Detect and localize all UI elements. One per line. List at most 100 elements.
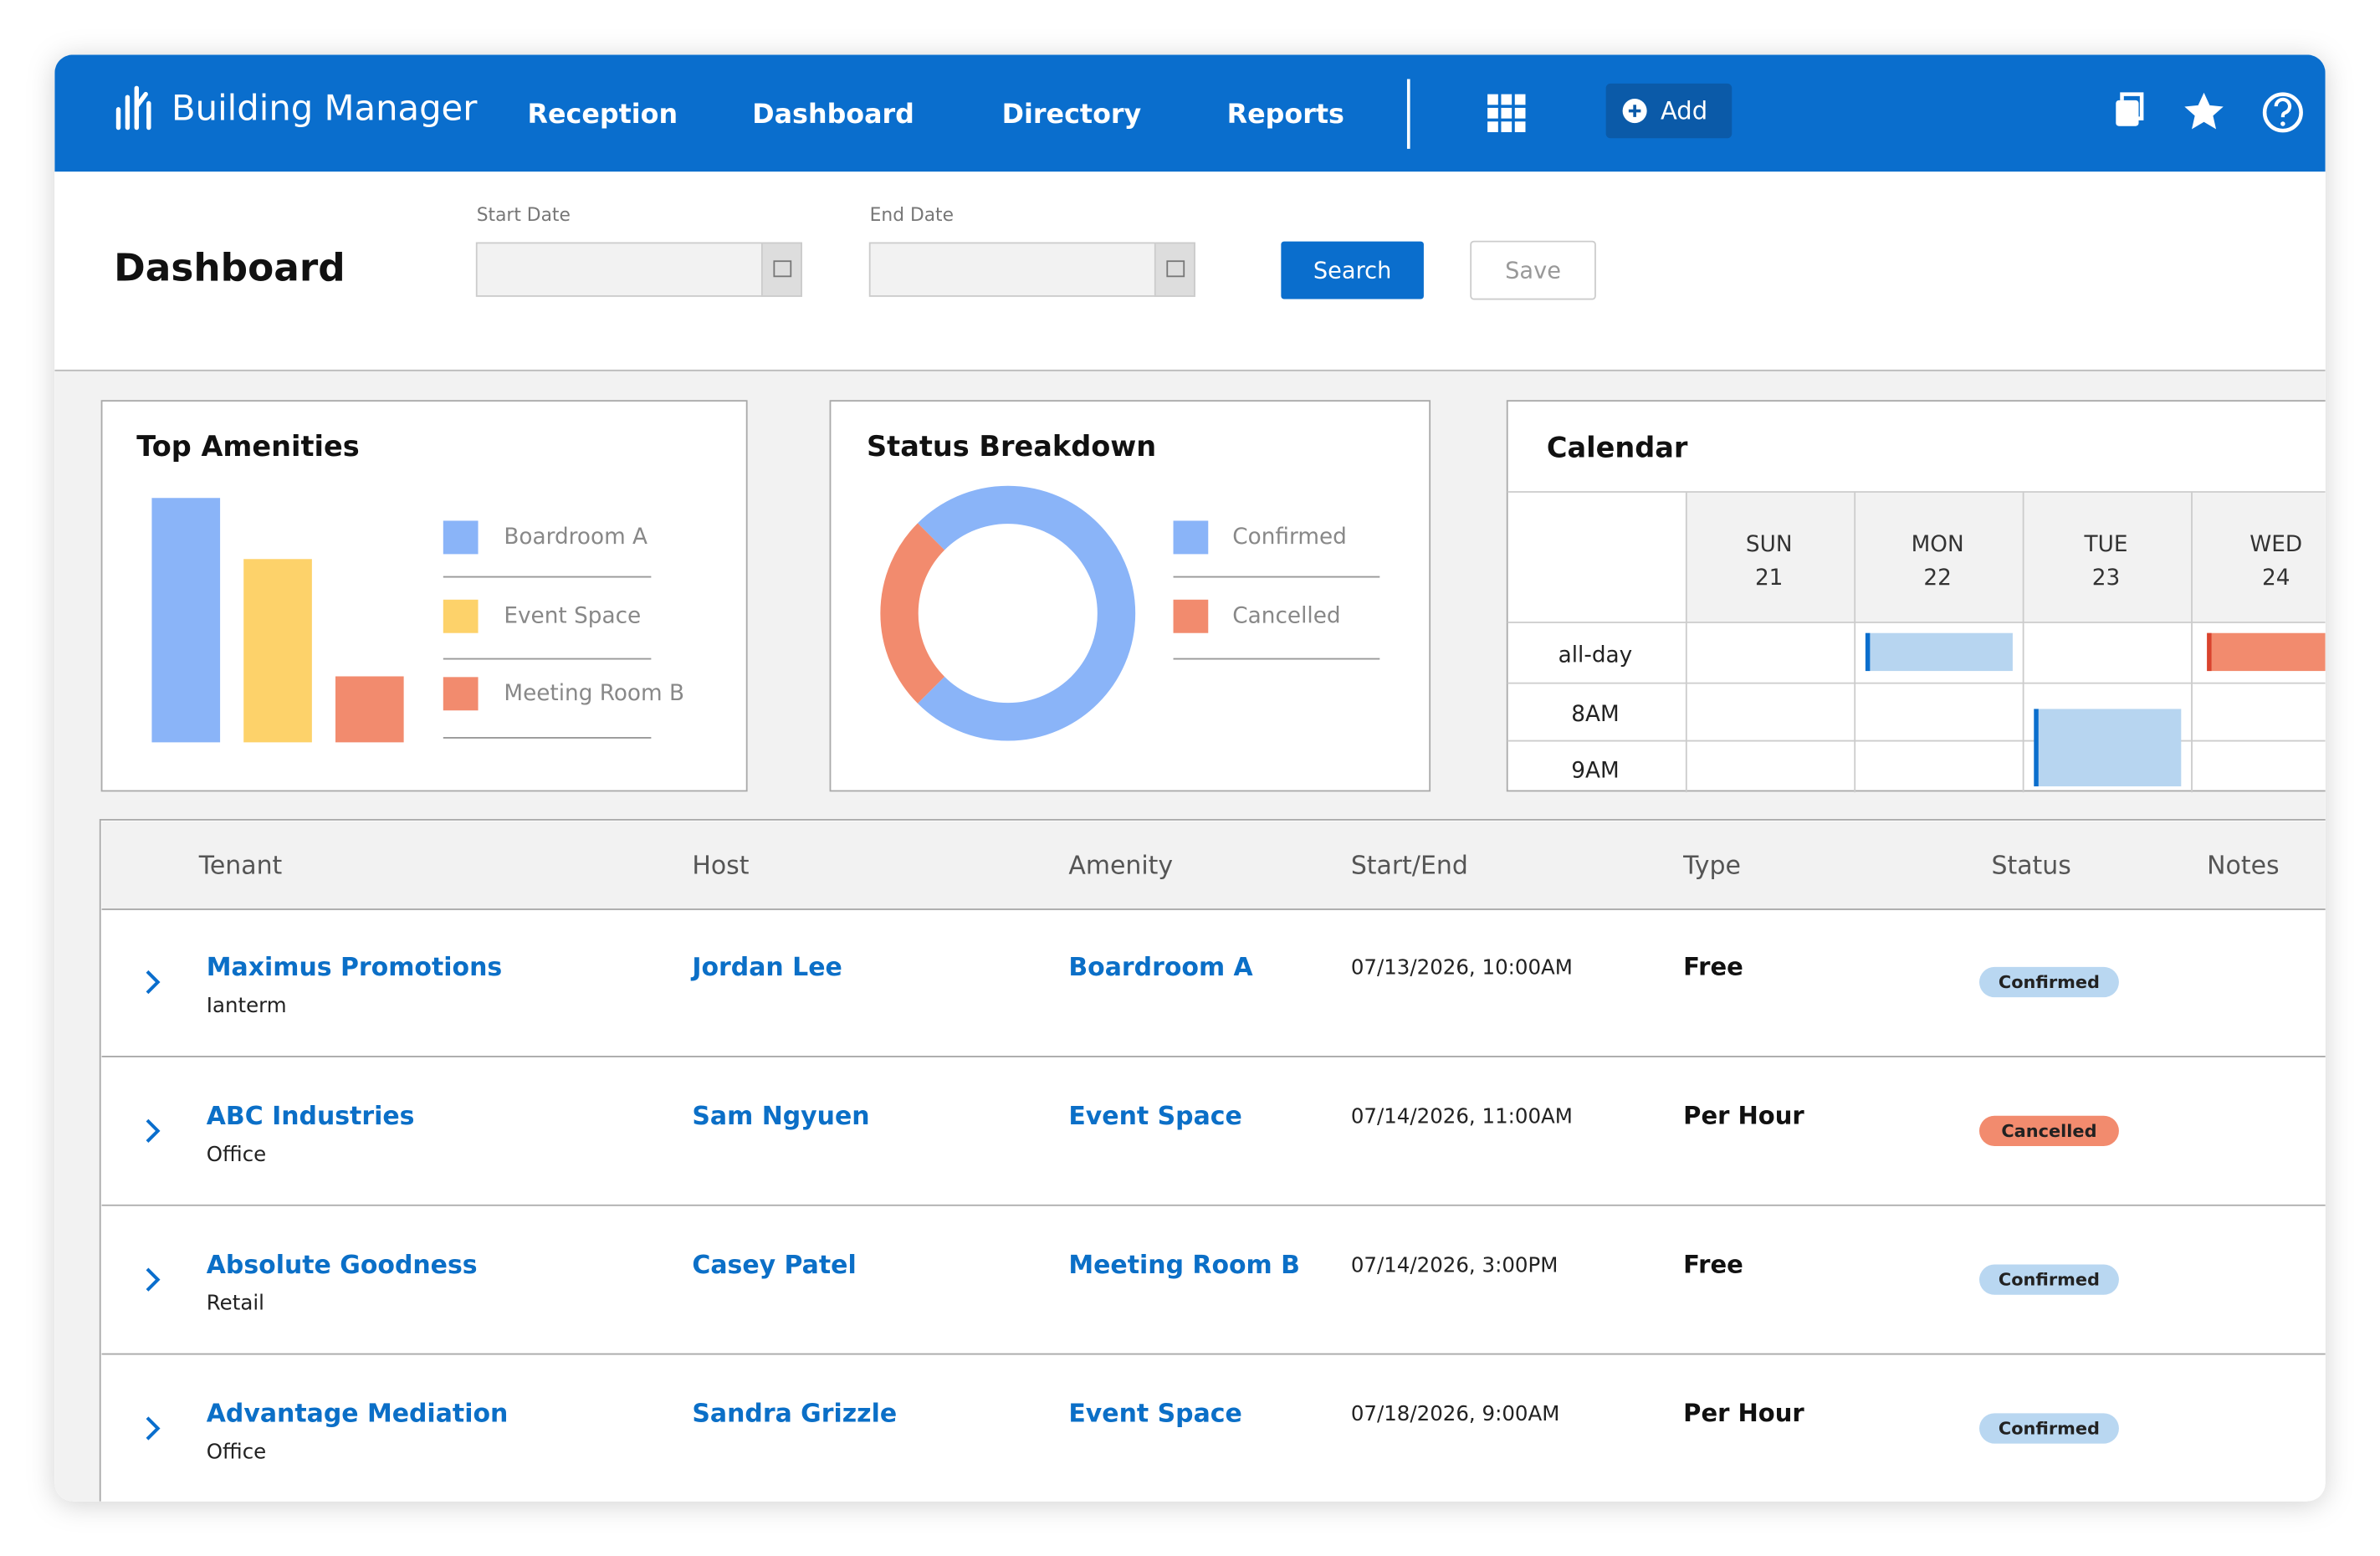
host-link[interactable]: Jordan Lee bbox=[690, 953, 842, 982]
day-date: 24 bbox=[2262, 566, 2290, 591]
column-header: Type bbox=[1682, 852, 1741, 881]
tenant-type: Ianterm bbox=[207, 993, 287, 1017]
start-time: 07/14/2026, 3:00PM bbox=[1351, 1252, 1559, 1277]
search-button[interactable] bbox=[1281, 241, 1424, 299]
status-label: Confirmed bbox=[1999, 972, 2100, 992]
brand-name: Building Manager bbox=[171, 88, 478, 129]
legend-label: Event Space bbox=[504, 603, 641, 628]
legend-label: Meeting Room B bbox=[504, 681, 684, 706]
tenant-link[interactable]: Absolute Goodness bbox=[207, 1251, 478, 1280]
nav-link[interactable]: Dashboard bbox=[752, 100, 914, 130]
event-edge bbox=[1865, 632, 1871, 672]
search-label[interactable]: Search bbox=[1313, 258, 1391, 284]
amenity-link[interactable]: Event Space bbox=[1068, 1400, 1241, 1429]
day-date: 22 bbox=[1923, 566, 1951, 591]
legend-label: Confirmed bbox=[1232, 525, 1347, 550]
amenity-link[interactable]: Event Space bbox=[1068, 1102, 1241, 1131]
time-label: 9AM bbox=[1571, 758, 1619, 783]
start-time: 07/18/2026, 9:00AM bbox=[1351, 1401, 1560, 1425]
legend-swatch bbox=[443, 599, 479, 633]
add-label[interactable]: Add bbox=[1661, 96, 1707, 125]
status-badge bbox=[1978, 1115, 2119, 1146]
expand-chevron[interactable] bbox=[146, 1267, 161, 1292]
add-icon-plus bbox=[1628, 105, 1641, 117]
save-label[interactable]: Save bbox=[1505, 258, 1561, 284]
column-header: Notes bbox=[2207, 852, 2279, 881]
booking-type: Per Hour bbox=[1683, 1399, 1804, 1427]
legend-swatch bbox=[443, 520, 479, 555]
legend-label: Cancelled bbox=[1232, 603, 1340, 628]
calendar-grid: SUN 21 MON 22 TUE 23 WED 24 all-day 8AM 9AM bbox=[1507, 491, 2343, 793]
calendar-title: Calendar bbox=[1547, 432, 1688, 464]
booking-type: Free bbox=[1683, 1250, 1743, 1278]
donut-segment bbox=[880, 523, 945, 704]
host-link[interactable]: Casey Patel bbox=[692, 1251, 856, 1280]
expand-chevron[interactable] bbox=[146, 1118, 161, 1143]
tenant-type: Retail bbox=[207, 1291, 264, 1315]
column-header: Amenity bbox=[1068, 852, 1173, 881]
calendar-icon bbox=[1166, 260, 1185, 278]
chart-title: Top Amenities bbox=[136, 430, 359, 463]
day-name: WED bbox=[2249, 532, 2302, 557]
host-link[interactable]: Sandra Grizzle bbox=[692, 1400, 897, 1429]
status-badge bbox=[1978, 966, 2119, 998]
logo-icon bbox=[115, 85, 151, 131]
apps-grid-icon[interactable] bbox=[1487, 94, 1526, 132]
day-name: TUE bbox=[2084, 532, 2128, 557]
calendar-event[interactable] bbox=[1865, 632, 2013, 672]
amenity-link[interactable]: Meeting Room B bbox=[1068, 1251, 1300, 1280]
bar bbox=[243, 559, 312, 743]
nav-link[interactable]: Reports bbox=[1227, 100, 1344, 130]
start-date-picker[interactable] bbox=[760, 242, 802, 297]
day-name: MON bbox=[1912, 532, 1964, 557]
start-date-label: Start Date bbox=[477, 205, 571, 226]
top-bar bbox=[54, 54, 2326, 172]
expand-chevron[interactable] bbox=[146, 970, 161, 995]
generated-layer: Building Manager Reception Dashboard Direct… bbox=[101, 88, 2343, 1464]
table-header bbox=[101, 821, 2326, 909]
status-label: Confirmed bbox=[1999, 1418, 2100, 1438]
help-icon[interactable] bbox=[2262, 92, 2303, 133]
add-button[interactable] bbox=[1605, 83, 1733, 139]
chart-title: Status Breakdown bbox=[867, 430, 1156, 463]
day-date: 21 bbox=[1755, 566, 1783, 591]
end-date-input[interactable] bbox=[868, 242, 1195, 297]
expand-chevron[interactable] bbox=[146, 1416, 161, 1441]
column-header: Tenant bbox=[198, 852, 283, 881]
legend-swatch bbox=[443, 677, 479, 711]
time-label: all-day bbox=[1559, 642, 1633, 668]
copy-icon[interactable] bbox=[2116, 92, 2144, 126]
star-icon[interactable] bbox=[2184, 92, 2224, 130]
column-header: Host bbox=[692, 852, 749, 881]
save-button[interactable] bbox=[1470, 240, 1596, 300]
tenant-type: Office bbox=[207, 1142, 266, 1166]
tenant-link[interactable]: ABC Industries bbox=[207, 1102, 415, 1131]
bar bbox=[335, 676, 404, 743]
event-edge bbox=[2034, 709, 2039, 786]
status-label: Cancelled bbox=[2001, 1121, 2096, 1141]
tenant-link[interactable]: Advantage Mediation bbox=[207, 1400, 509, 1429]
tenant-link[interactable]: Maximus Promotions bbox=[207, 953, 502, 982]
calendar-event[interactable] bbox=[2207, 632, 2343, 672]
event-edge bbox=[2207, 632, 2212, 672]
calendar-event[interactable] bbox=[2034, 709, 2182, 786]
start-date-input[interactable] bbox=[475, 242, 802, 297]
nav-link[interactable]: Reception bbox=[528, 100, 678, 130]
end-date-picker[interactable] bbox=[1154, 242, 1195, 297]
nav-link[interactable]: Directory bbox=[1002, 100, 1142, 130]
table-panel bbox=[99, 818, 2326, 1502]
host-link[interactable]: Sam Ngyuen bbox=[692, 1102, 869, 1131]
legend-swatch bbox=[1173, 599, 1209, 633]
legend-label: Boardroom A bbox=[504, 525, 647, 550]
start-time: 07/14/2026, 11:00AM bbox=[1351, 1104, 1573, 1129]
booking-type: Per Hour bbox=[1683, 1102, 1804, 1130]
page-title: Dashboard bbox=[114, 246, 345, 290]
app-content: Building Manager Reception Dashboard Direct… bbox=[54, 54, 2343, 1502]
booking-type: Free bbox=[1683, 953, 1743, 981]
time-label: 8AM bbox=[1571, 702, 1619, 727]
day-date: 23 bbox=[2092, 566, 2120, 591]
status-badge bbox=[1978, 1264, 2119, 1295]
amenity-link[interactable]: Boardroom A bbox=[1068, 953, 1253, 982]
legend-swatch bbox=[1173, 520, 1209, 555]
